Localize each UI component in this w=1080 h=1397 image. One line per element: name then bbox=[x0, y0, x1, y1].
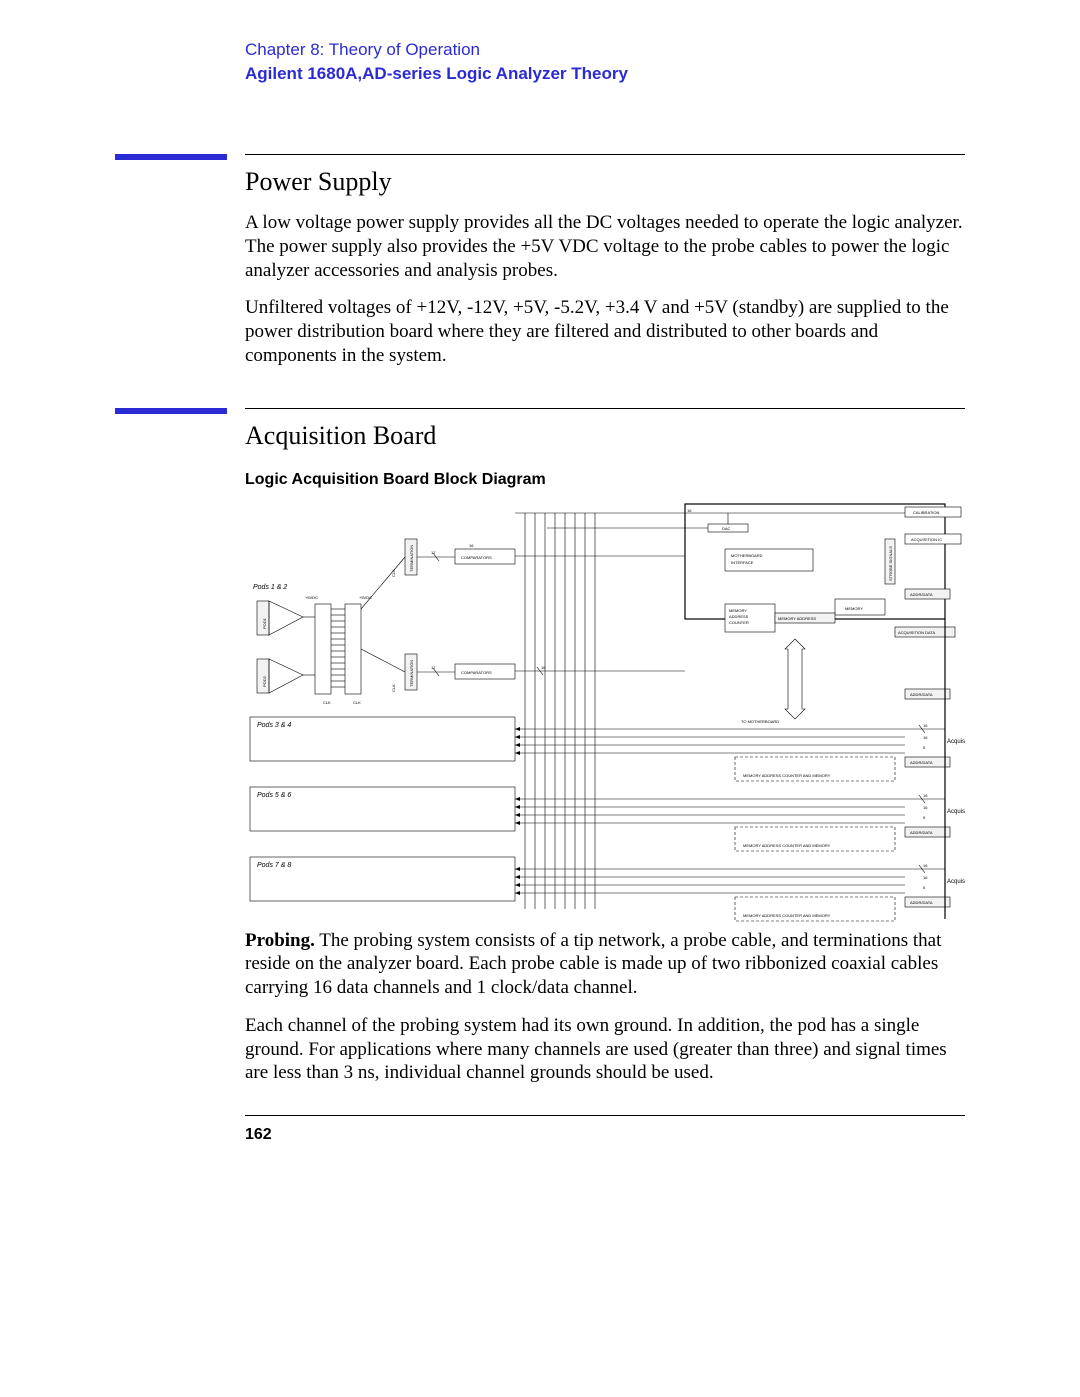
heading-acquisition-board: Acquisition Board bbox=[245, 421, 965, 451]
label-termination-2: TERMINATION bbox=[409, 659, 414, 686]
label-mem-ctr-3: MEMORY ADDRESS COUNTER AND MEMORY bbox=[743, 913, 831, 918]
section-rule bbox=[245, 408, 965, 409]
label-5vdc-1: +5VDC bbox=[305, 595, 318, 600]
power-supply-p2: Unfiltered voltages of +12V, -12V, +5V, … bbox=[245, 296, 965, 367]
svg-text:16: 16 bbox=[923, 723, 928, 728]
label-n16: 16 bbox=[687, 508, 692, 513]
probing-p1: Probing. The probing system consists of … bbox=[245, 929, 965, 1000]
label-clk-t2: CLK bbox=[391, 683, 396, 691]
power-supply-p1: A low voltage power supply provides all … bbox=[245, 211, 965, 282]
label-addr-data-3: ADDR/DATA bbox=[910, 760, 933, 765]
svg-text:16: 16 bbox=[923, 735, 928, 740]
label-acq-ic-4: Acquisition IC bbox=[947, 879, 965, 885]
page-number: 162 bbox=[245, 1126, 965, 1144]
doc-title: Agilent 1680A,AD-series Logic Analyzer T… bbox=[245, 64, 965, 84]
section-power-supply: Power Supply A low voltage power supply … bbox=[115, 154, 965, 368]
label-clk-2: CLK bbox=[353, 700, 361, 705]
svg-text:ADDRESS: ADDRESS bbox=[729, 614, 749, 619]
svg-text:5: 5 bbox=[923, 815, 926, 820]
section-accent-bar bbox=[115, 408, 227, 414]
label-comparators-2: COMPARATORS bbox=[461, 670, 492, 675]
section-accent-bar bbox=[115, 154, 227, 160]
svg-text:COUNTER: COUNTER bbox=[729, 620, 749, 625]
svg-text:5: 5 bbox=[923, 745, 926, 750]
page: Chapter 8: Theory of Operation Agilent 1… bbox=[0, 0, 1080, 1397]
svg-text:16: 16 bbox=[923, 875, 928, 880]
label-n16-c2: 16 bbox=[541, 665, 546, 670]
label-pods-7-8: Pods 7 & 8 bbox=[257, 862, 291, 869]
label-acq-ic-3: Acquisition IC bbox=[947, 809, 965, 815]
svg-text:INTERFACE: INTERFACE bbox=[731, 560, 754, 565]
label-pod2: POD2 bbox=[262, 675, 267, 687]
label-acq-ic-2: Acquisition IC bbox=[947, 739, 965, 745]
probing-bold: Probing. bbox=[245, 930, 315, 951]
section-acquisition-board: Acquisition Board Logic Acquisition Boar… bbox=[115, 408, 965, 1086]
label-strobe-signals: STROBE SIGNALS bbox=[888, 545, 893, 580]
label-termination-1: TERMINATION bbox=[409, 544, 414, 571]
label-to-mb: TO MOTHERBOARD bbox=[741, 719, 779, 724]
svg-text:16: 16 bbox=[923, 793, 928, 798]
label-addr-data-1: ADDR/DATA bbox=[910, 592, 933, 597]
label-addr-data-5: ADDR/DATA bbox=[910, 900, 933, 905]
subheading-block-diagram: Logic Acquisition Board Block Diagram bbox=[245, 471, 965, 489]
svg-text:16: 16 bbox=[923, 805, 928, 810]
label-pods-1-2: Pods 1 & 2 bbox=[253, 584, 287, 591]
label-pods-5-6: Pods 5 & 6 bbox=[257, 792, 291, 799]
probing-p2: Each channel of the probing system had i… bbox=[245, 1014, 965, 1085]
label-mb-interface: MOTHERBOARD bbox=[731, 553, 763, 558]
label-memory: MEMORY bbox=[845, 606, 863, 611]
label-mem-addr: MEMORY ADDRESS bbox=[778, 616, 816, 621]
label-n16-c1: 16 bbox=[469, 543, 474, 548]
label-dac: DAC bbox=[722, 526, 731, 531]
label-clk-1: CLK bbox=[323, 700, 331, 705]
label-pod1: POD1 bbox=[262, 617, 267, 629]
svg-text:16: 16 bbox=[923, 863, 928, 868]
probing-p1-rest: The probing system consists of a tip net… bbox=[245, 930, 941, 999]
label-addr-data-2: ADDR/DATA bbox=[910, 692, 933, 697]
label-pods-3-4: Pods 3 & 4 bbox=[257, 722, 291, 729]
footer-rule bbox=[245, 1115, 965, 1116]
label-comparators-1: COMPARATORS bbox=[461, 555, 492, 560]
label-acq-ic: ACQUISITION IC bbox=[911, 537, 942, 542]
label-mem-ctr-1: MEMORY ADDRESS COUNTER AND MEMORY bbox=[743, 773, 831, 778]
heading-power-supply: Power Supply bbox=[245, 167, 965, 197]
svg-text:5: 5 bbox=[923, 885, 926, 890]
section-rule bbox=[245, 154, 965, 155]
page-header: Chapter 8: Theory of Operation Agilent 1… bbox=[245, 40, 965, 84]
label-5vdc-2: +5VDC bbox=[359, 595, 372, 600]
chapter-label: Chapter 8: Theory of Operation bbox=[245, 40, 965, 60]
block-diagram: 16 DAC CALIBRATION ACQUISITION IC Pods 1… bbox=[245, 499, 965, 929]
svg-text:MEMORY: MEMORY bbox=[729, 608, 747, 613]
label-acq-data: ACQUISITION DATA bbox=[898, 630, 936, 635]
label-mem-ctr-2: MEMORY ADDRESS COUNTER AND MEMORY bbox=[743, 843, 831, 848]
label-calibration: CALIBRATION bbox=[913, 510, 939, 515]
label-addr-data-4: ADDR/DATA bbox=[910, 830, 933, 835]
